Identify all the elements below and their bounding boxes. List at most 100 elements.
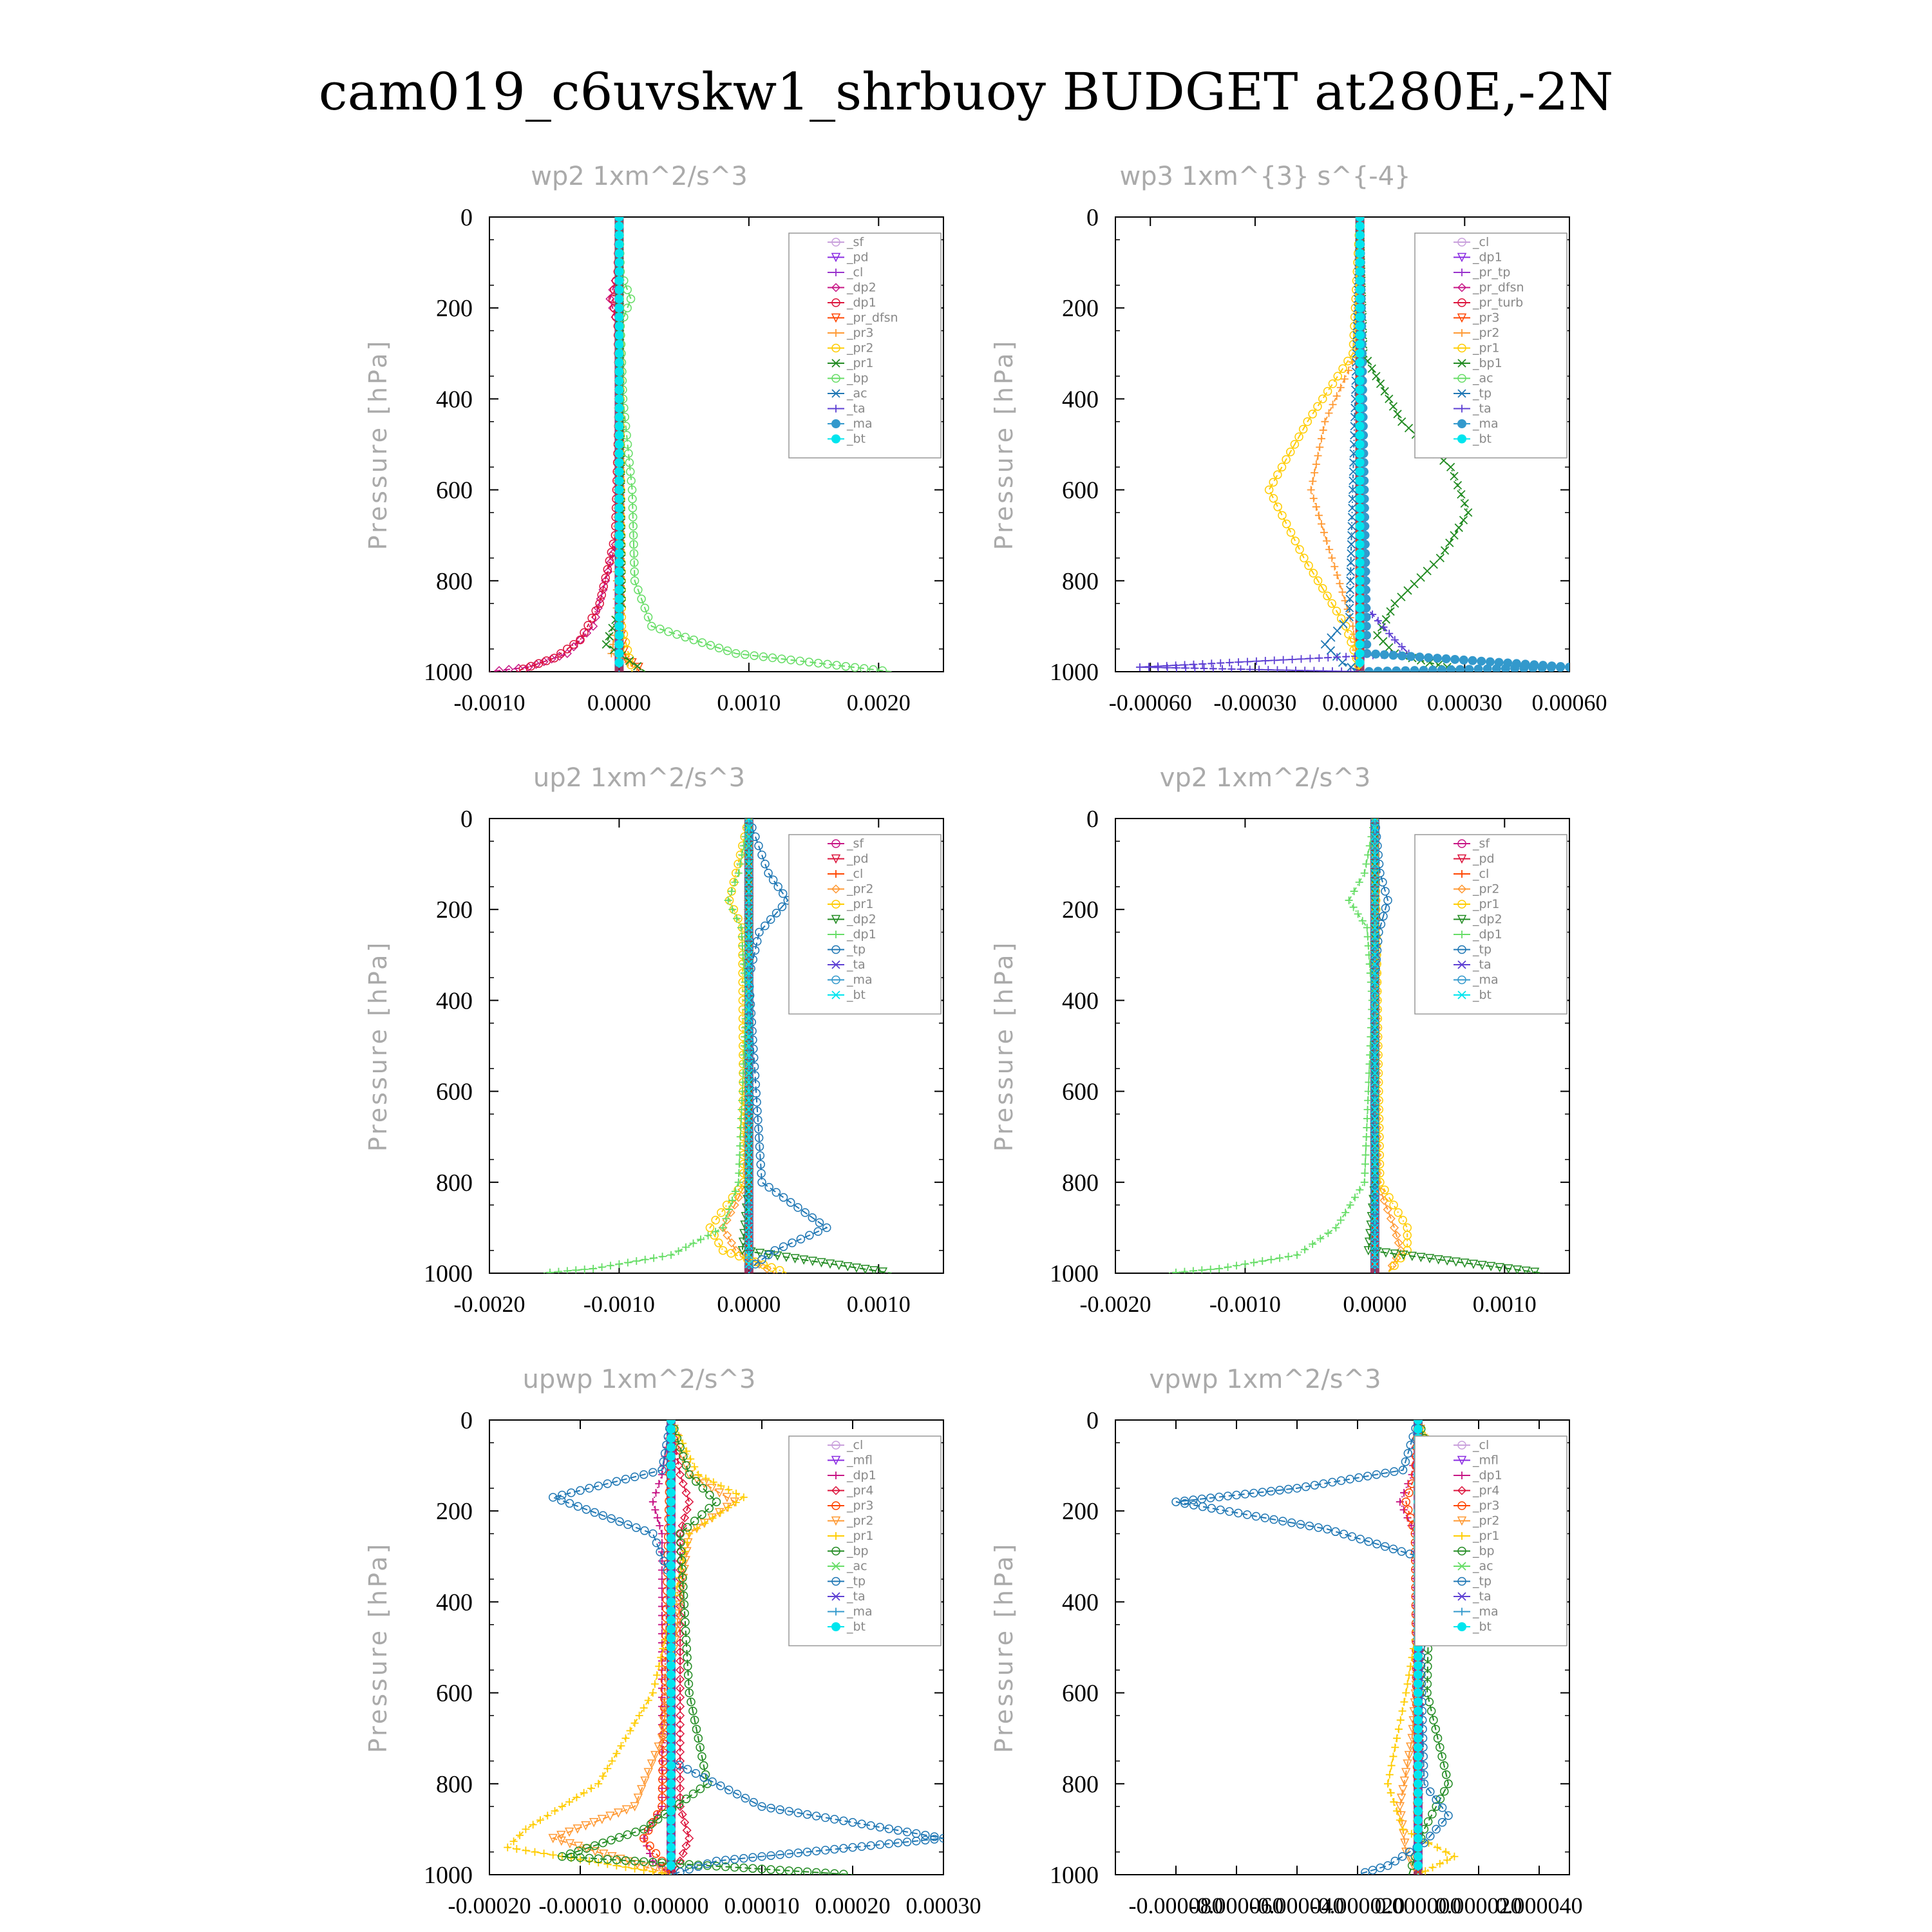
series-marker — [1367, 364, 1376, 373]
y-tick-label: 800 — [436, 1771, 473, 1798]
series-marker — [744, 932, 753, 942]
series-marker — [1363, 1124, 1371, 1132]
series-marker — [697, 638, 707, 647]
series-marker — [632, 1523, 641, 1532]
series-marker — [1236, 665, 1245, 672]
series-marker — [737, 1114, 745, 1122]
series-marker — [1416, 1253, 1426, 1262]
legend-label: _sf — [846, 235, 864, 249]
series-marker — [875, 1840, 885, 1850]
series-marker — [1450, 471, 1459, 481]
series-marker — [735, 1251, 744, 1261]
series-marker — [614, 612, 624, 622]
series-marker — [667, 1420, 676, 1425]
series-bt — [1355, 217, 1365, 672]
series-marker — [614, 567, 624, 576]
series-marker — [1390, 1223, 1399, 1233]
series-marker — [692, 1725, 701, 1734]
series-marker — [744, 1169, 753, 1178]
series-marker — [744, 1068, 753, 1077]
legend-box — [1414, 232, 1567, 459]
legend-label: _sf — [1472, 837, 1490, 851]
series-marker — [1347, 638, 1356, 647]
series-marker — [1370, 1205, 1379, 1214]
y-tick-label: 0 — [460, 204, 473, 231]
series-marker — [651, 1506, 659, 1514]
series-marker — [1414, 1679, 1423, 1689]
series-bt — [614, 217, 624, 672]
series-marker — [717, 1482, 725, 1490]
series-marker — [676, 1719, 685, 1730]
series-marker — [1370, 1187, 1379, 1196]
series-dp1 — [515, 217, 624, 672]
series-marker — [544, 1812, 552, 1820]
series-marker — [1189, 1267, 1197, 1273]
panel-title: upwp 1xm^2/s^3 — [523, 1365, 756, 1394]
y-tick-label: 1000 — [1050, 1260, 1099, 1287]
series-marker — [726, 1208, 735, 1217]
legend-box — [788, 834, 942, 1015]
series-marker — [1385, 1193, 1394, 1202]
series-marker — [1396, 1816, 1404, 1824]
series-marker — [1555, 663, 1565, 672]
series-marker — [1510, 663, 1520, 672]
series-marker — [1355, 449, 1365, 459]
series-marker — [1275, 1486, 1284, 1495]
series-marker — [1429, 560, 1438, 569]
series-marker — [580, 1265, 589, 1273]
series-marker — [1293, 1484, 1302, 1493]
series-marker — [1445, 538, 1454, 547]
y-tick-label: 0 — [1086, 806, 1099, 833]
y-tick-label: 800 — [1062, 568, 1099, 595]
series-marker — [1355, 558, 1365, 567]
series-marker — [1269, 494, 1278, 503]
series-marker — [667, 1643, 676, 1652]
series-marker — [1323, 386, 1332, 396]
series-marker — [1338, 658, 1347, 667]
series-marker — [667, 1779, 676, 1788]
series-marker — [1370, 832, 1379, 841]
series-marker — [848, 1818, 857, 1827]
series-marker — [811, 1812, 821, 1821]
series-marker — [820, 1846, 830, 1855]
series-marker — [667, 1806, 676, 1816]
series-marker — [848, 1842, 857, 1852]
series-marker — [893, 1838, 903, 1848]
series-marker — [1423, 1653, 1432, 1662]
series-marker — [667, 1588, 676, 1598]
legend-label: _bt — [846, 1620, 866, 1634]
legend: _cl_dp1_pr_tp_pr_dfsn_pr_turb_pr3_pr2_pr… — [1414, 232, 1567, 459]
series-marker — [1362, 1142, 1370, 1150]
legend-label: _pd — [846, 852, 869, 866]
series-marker — [676, 1611, 685, 1620]
legend-marker — [1458, 329, 1466, 337]
series-marker — [687, 1697, 696, 1707]
series-marker — [820, 1868, 830, 1875]
legend-marker — [831, 854, 841, 864]
series-marker — [744, 1032, 753, 1041]
series-marker — [754, 1133, 764, 1142]
series-marker — [1338, 364, 1347, 374]
series-marker — [1397, 1547, 1406, 1556]
series-marker — [1399, 1776, 1410, 1786]
series-marker — [549, 1851, 557, 1859]
series-marker — [676, 1701, 685, 1711]
series-marker — [649, 1498, 657, 1506]
series-marker — [1414, 1652, 1423, 1662]
series-marker — [1521, 1266, 1531, 1273]
series-marker — [1501, 664, 1510, 672]
legend: _sf_pd_cl_dp2_dp1_pr_dfsn_pr3_pr2_pr1_bp… — [788, 232, 942, 459]
legend-marker — [831, 1516, 841, 1526]
legend-marker — [1457, 945, 1466, 954]
series-marker — [623, 440, 632, 449]
series-marker — [1333, 372, 1343, 381]
series-marker — [667, 1606, 676, 1616]
series-marker — [518, 665, 528, 672]
series-marker — [549, 654, 559, 663]
series-marker — [843, 1262, 853, 1272]
series-marker — [755, 1151, 765, 1160]
series-marker — [1414, 1743, 1423, 1752]
series-marker — [590, 1508, 600, 1517]
series-marker — [1333, 653, 1341, 661]
series-marker — [802, 1867, 812, 1875]
